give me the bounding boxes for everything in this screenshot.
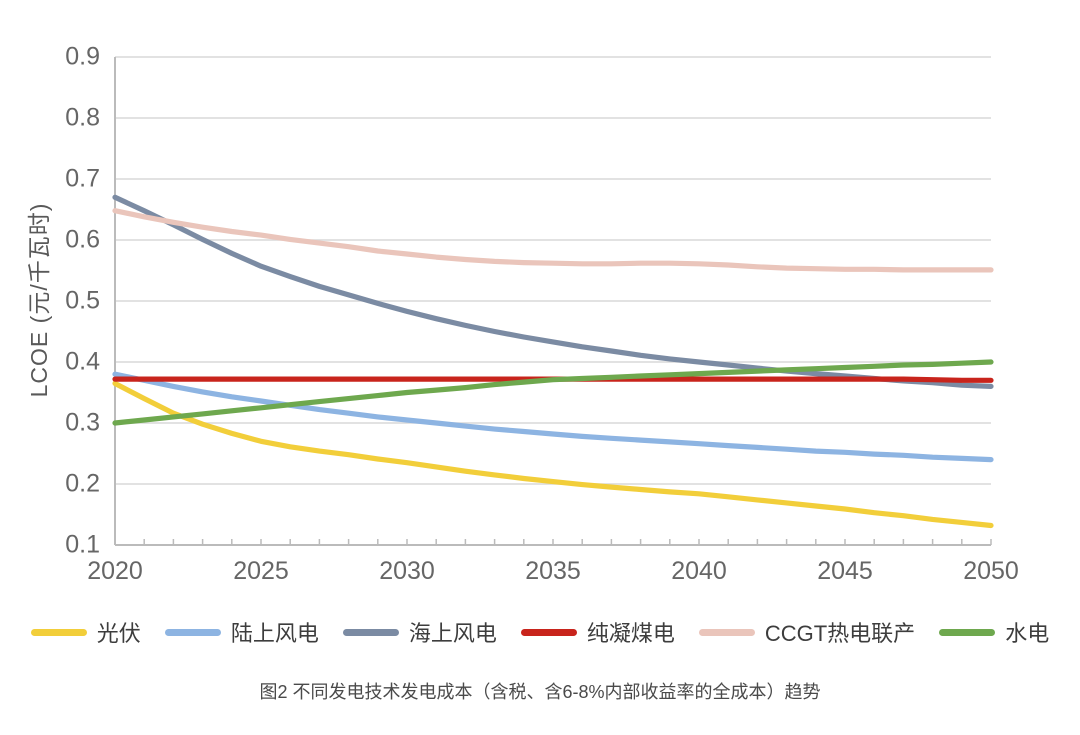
x-tick-label: 2020 (87, 557, 143, 585)
legend-item-coal: 纯凝煤电 (520, 616, 675, 648)
legend-swatch-coal (520, 628, 577, 636)
x-axis-minor-ticks (114, 539, 992, 545)
legend-item-pv: 光伏 (30, 616, 141, 648)
legend-label-onshore-wind: 陆上风电 (230, 621, 319, 646)
series-line-onshore-wind (112, 371, 994, 463)
y-tick-label: 0.8 (65, 103, 100, 132)
legend-swatch-onshore-wind (164, 628, 221, 636)
chart-legend: 光伏 陆上风电 海上风电 纯凝煤电 CCGT热电联产 水电 (0, 612, 1080, 652)
legend-item-offshore-wind: 海上风电 (342, 616, 497, 648)
y-tick-label: 0.9 (65, 42, 100, 71)
y-tick-label: 0.4 (65, 347, 100, 376)
x-tick-label: 2045 (817, 557, 873, 585)
legend-label-coal: 纯凝煤电 (586, 621, 675, 646)
y-tick-label: 0.5 (65, 286, 100, 315)
figure-caption: 图2 不同发电技术发电成本（含税、含6-8%内部收益率的全成本）趋势 (259, 682, 821, 702)
x-tick-label: 2050 (963, 557, 1019, 585)
legend-swatch-pv (30, 628, 87, 636)
series-line-hydro (112, 359, 994, 426)
series-line-offshore-wind (112, 194, 994, 389)
legend-item-onshore-wind: 陆上风电 (164, 616, 319, 648)
y-tick-label: 0.6 (65, 225, 100, 254)
series-line-pv (112, 380, 994, 529)
legend-item-hydro: 水电 (939, 616, 1049, 648)
y-tick-label: 0.2 (65, 469, 100, 498)
legend-label-pv: 光伏 (96, 621, 141, 646)
x-tick-label: 2030 (379, 557, 435, 585)
legend-swatch-hydro (939, 628, 996, 636)
legend-item-ccgt-chp: CCGT热电联产 (698, 616, 916, 648)
legend-swatch-offshore-wind (342, 628, 399, 636)
legend-swatch-ccgt-chp (698, 628, 755, 636)
legend-label-ccgt-chp: CCGT热电联产 (764, 621, 916, 646)
x-tick-label: 2025 (233, 557, 289, 585)
legend-label-hydro: 水电 (1005, 621, 1050, 646)
y-tick-label: 0.3 (65, 408, 100, 437)
gridlines (115, 56, 991, 546)
chart-plot (112, 56, 994, 546)
y-tick-label: 0.7 (65, 164, 100, 193)
legend-label-offshore-wind: 海上风电 (408, 621, 497, 646)
y-tick-label: 0.1 (65, 530, 100, 559)
x-tick-label: 2040 (671, 557, 727, 585)
x-tick-label: 2035 (525, 557, 581, 585)
series-line-ccgt-chp (112, 208, 994, 273)
